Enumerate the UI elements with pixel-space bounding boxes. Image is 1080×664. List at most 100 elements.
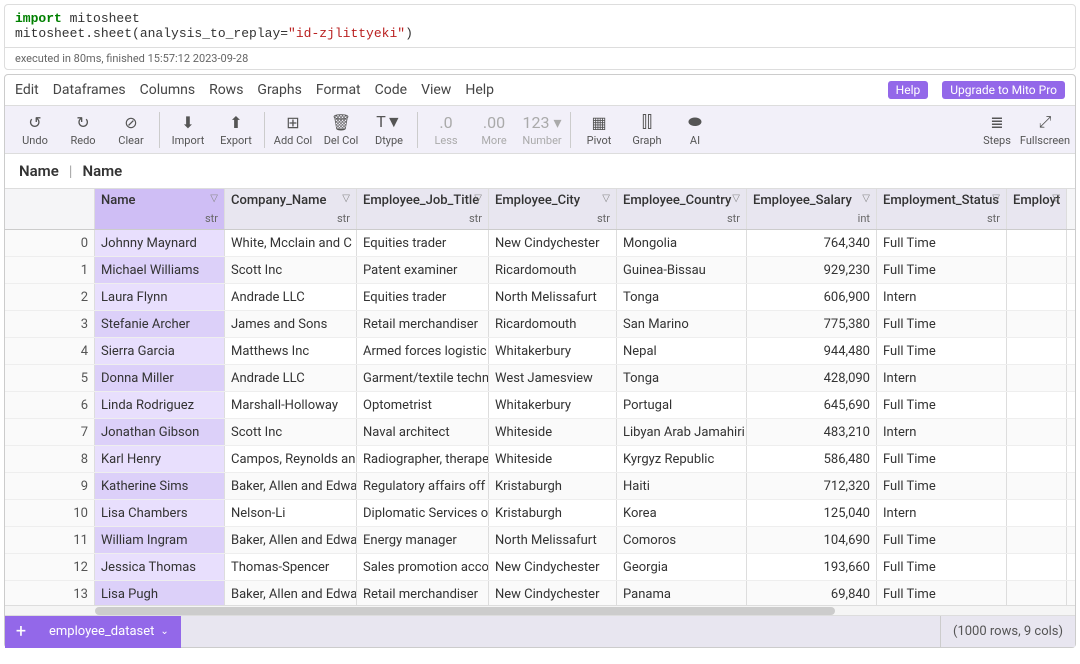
cell[interactable]: Optometrist — [357, 392, 489, 418]
cell[interactable] — [1007, 365, 1067, 391]
cell[interactable]: Lisa Pugh — [95, 581, 225, 605]
cell[interactable]: Guinea-Bissau — [617, 257, 747, 283]
cell[interactable]: Whitakerbury — [489, 338, 617, 364]
menu-edit[interactable]: Edit — [15, 82, 39, 98]
cell[interactable]: Diplomatic Services o — [357, 500, 489, 526]
cell[interactable]: North Melissafurt — [489, 284, 617, 310]
table-row[interactable]: 4Sierra GarciaMatthews IncArmed forces l… — [5, 338, 1075, 365]
cell[interactable]: Katherine Sims — [95, 473, 225, 499]
cell[interactable]: Retail merchandiser — [357, 311, 489, 337]
column-header-employting[interactable]: Employting▽ — [1007, 189, 1067, 229]
menu-format[interactable]: Format — [316, 82, 361, 98]
cell[interactable]: 13 — [5, 581, 95, 605]
upgrade-button[interactable]: Upgrade to Mito Pro — [942, 81, 1065, 99]
cell[interactable]: Korea — [617, 500, 747, 526]
cell[interactable]: Tonga — [617, 284, 747, 310]
cell[interactable]: 428,090 — [747, 365, 877, 391]
cell[interactable]: Full Time — [877, 338, 1007, 364]
cell[interactable]: 9 — [5, 473, 95, 499]
cell[interactable]: Ricardomouth — [489, 311, 617, 337]
cell[interactable]: Full Time — [877, 257, 1007, 283]
tool-add-col[interactable]: ⊞Add Col — [269, 110, 317, 149]
table-row[interactable]: 3Stefanie ArcherJames and SonsRetail mer… — [5, 311, 1075, 338]
cell[interactable]: 1 — [5, 257, 95, 283]
cell[interactable]: Lisa Chambers — [95, 500, 225, 526]
cell[interactable]: 8 — [5, 446, 95, 472]
cell[interactable]: 4 — [5, 338, 95, 364]
cell[interactable]: Laura Flynn — [95, 284, 225, 310]
cell[interactable] — [1007, 311, 1067, 337]
cell[interactable]: New Cindychester — [489, 230, 617, 256]
tool-graph[interactable]: ⫿⫿Graph — [623, 110, 671, 149]
cell[interactable]: Whitakerbury — [489, 392, 617, 418]
cell[interactable]: 69,840 — [747, 581, 877, 605]
filter-icon[interactable]: ▽ — [602, 193, 610, 204]
column-header-name[interactable]: Namestr▽ — [95, 189, 225, 229]
cell[interactable]: 0 — [5, 230, 95, 256]
cell[interactable]: Portugal — [617, 392, 747, 418]
tool-export[interactable]: ⬆Export — [212, 110, 260, 149]
cell[interactable]: New Cindychester — [489, 554, 617, 580]
cell[interactable]: Sales promotion acco — [357, 554, 489, 580]
cell[interactable]: Armed forces logistic — [357, 338, 489, 364]
cell[interactable]: Retail merchandiser — [357, 581, 489, 605]
menu-help[interactable]: Help — [465, 82, 494, 98]
cell[interactable] — [1007, 392, 1067, 418]
column-header-employee_city[interactable]: Employee_Citystr▽ — [489, 189, 617, 229]
cell[interactable]: Stefanie Archer — [95, 311, 225, 337]
help-button[interactable]: Help — [888, 81, 929, 99]
cell[interactable]: Michael Williams — [95, 257, 225, 283]
tool-steps[interactable]: ≣Steps — [973, 110, 1021, 149]
cell[interactable]: 483,210 — [747, 419, 877, 445]
tool-fullscreen[interactable]: ⤢Fullscreen — [1021, 110, 1069, 149]
cell[interactable]: West Jamesview — [489, 365, 617, 391]
cell[interactable]: 7 — [5, 419, 95, 445]
table-row[interactable]: 12Jessica ThomasThomas-SpencerSales prom… — [5, 554, 1075, 581]
cell[interactable]: Full Time — [877, 446, 1007, 472]
cell[interactable]: San Marino — [617, 311, 747, 337]
table-row[interactable]: 13Lisa PughBaker, Allen and EdwaRetail m… — [5, 581, 1075, 605]
table-row[interactable]: 5Donna MillerAndrade LLCGarment/textile … — [5, 365, 1075, 392]
cell[interactable] — [1007, 554, 1067, 580]
tool-ai[interactable]: ⬬AI — [671, 110, 719, 149]
column-header-employee_job_title[interactable]: Employee_Job_Titlestr▽ — [357, 189, 489, 229]
tool-import[interactable]: ⬇Import — [164, 110, 212, 149]
cell[interactable]: 104,690 — [747, 527, 877, 553]
table-row[interactable]: 8Karl HenryCampos, Reynolds anRadiograph… — [5, 446, 1075, 473]
cell[interactable]: Thomas-Spencer — [225, 554, 357, 580]
cell[interactable] — [1007, 500, 1067, 526]
breadcrumb-item[interactable]: Name — [19, 162, 59, 180]
cell[interactable]: Full Time — [877, 230, 1007, 256]
cell[interactable]: 193,660 — [747, 554, 877, 580]
tool-undo[interactable]: ↺Undo — [11, 110, 59, 149]
cell[interactable]: Intern — [877, 419, 1007, 445]
cell[interactable]: Baker, Allen and Edwa — [225, 473, 357, 499]
cell[interactable]: 10 — [5, 500, 95, 526]
cell[interactable]: Haiti — [617, 473, 747, 499]
cell[interactable]: Karl Henry — [95, 446, 225, 472]
menu-graphs[interactable]: Graphs — [257, 82, 301, 98]
cell[interactable]: 12 — [5, 554, 95, 580]
cell[interactable] — [1007, 527, 1067, 553]
cell[interactable]: Jonathan Gibson — [95, 419, 225, 445]
add-sheet-button[interactable]: + — [5, 616, 37, 648]
cell[interactable]: Baker, Allen and Edwa — [225, 581, 357, 605]
cell[interactable] — [1007, 446, 1067, 472]
tool-pivot[interactable]: ▦Pivot — [575, 110, 623, 149]
cell[interactable]: 764,340 — [747, 230, 877, 256]
table-row[interactable]: 9Katherine SimsBaker, Allen and EdwaRegu… — [5, 473, 1075, 500]
cell[interactable]: 125,040 — [747, 500, 877, 526]
cell[interactable]: 606,900 — [747, 284, 877, 310]
cell[interactable]: Donna Miller — [95, 365, 225, 391]
breadcrumb-item[interactable]: Name — [82, 162, 122, 180]
cell[interactable]: Linda Rodriguez — [95, 392, 225, 418]
cell[interactable] — [1007, 284, 1067, 310]
cell[interactable]: Energy manager — [357, 527, 489, 553]
tool-redo[interactable]: ↻Redo — [59, 110, 107, 149]
cell[interactable]: James and Sons — [225, 311, 357, 337]
cell[interactable]: 6 — [5, 392, 95, 418]
filter-icon[interactable]: ▽ — [862, 193, 870, 204]
cell[interactable]: Tonga — [617, 365, 747, 391]
cell[interactable]: 5 — [5, 365, 95, 391]
cell[interactable]: Andrade LLC — [225, 365, 357, 391]
